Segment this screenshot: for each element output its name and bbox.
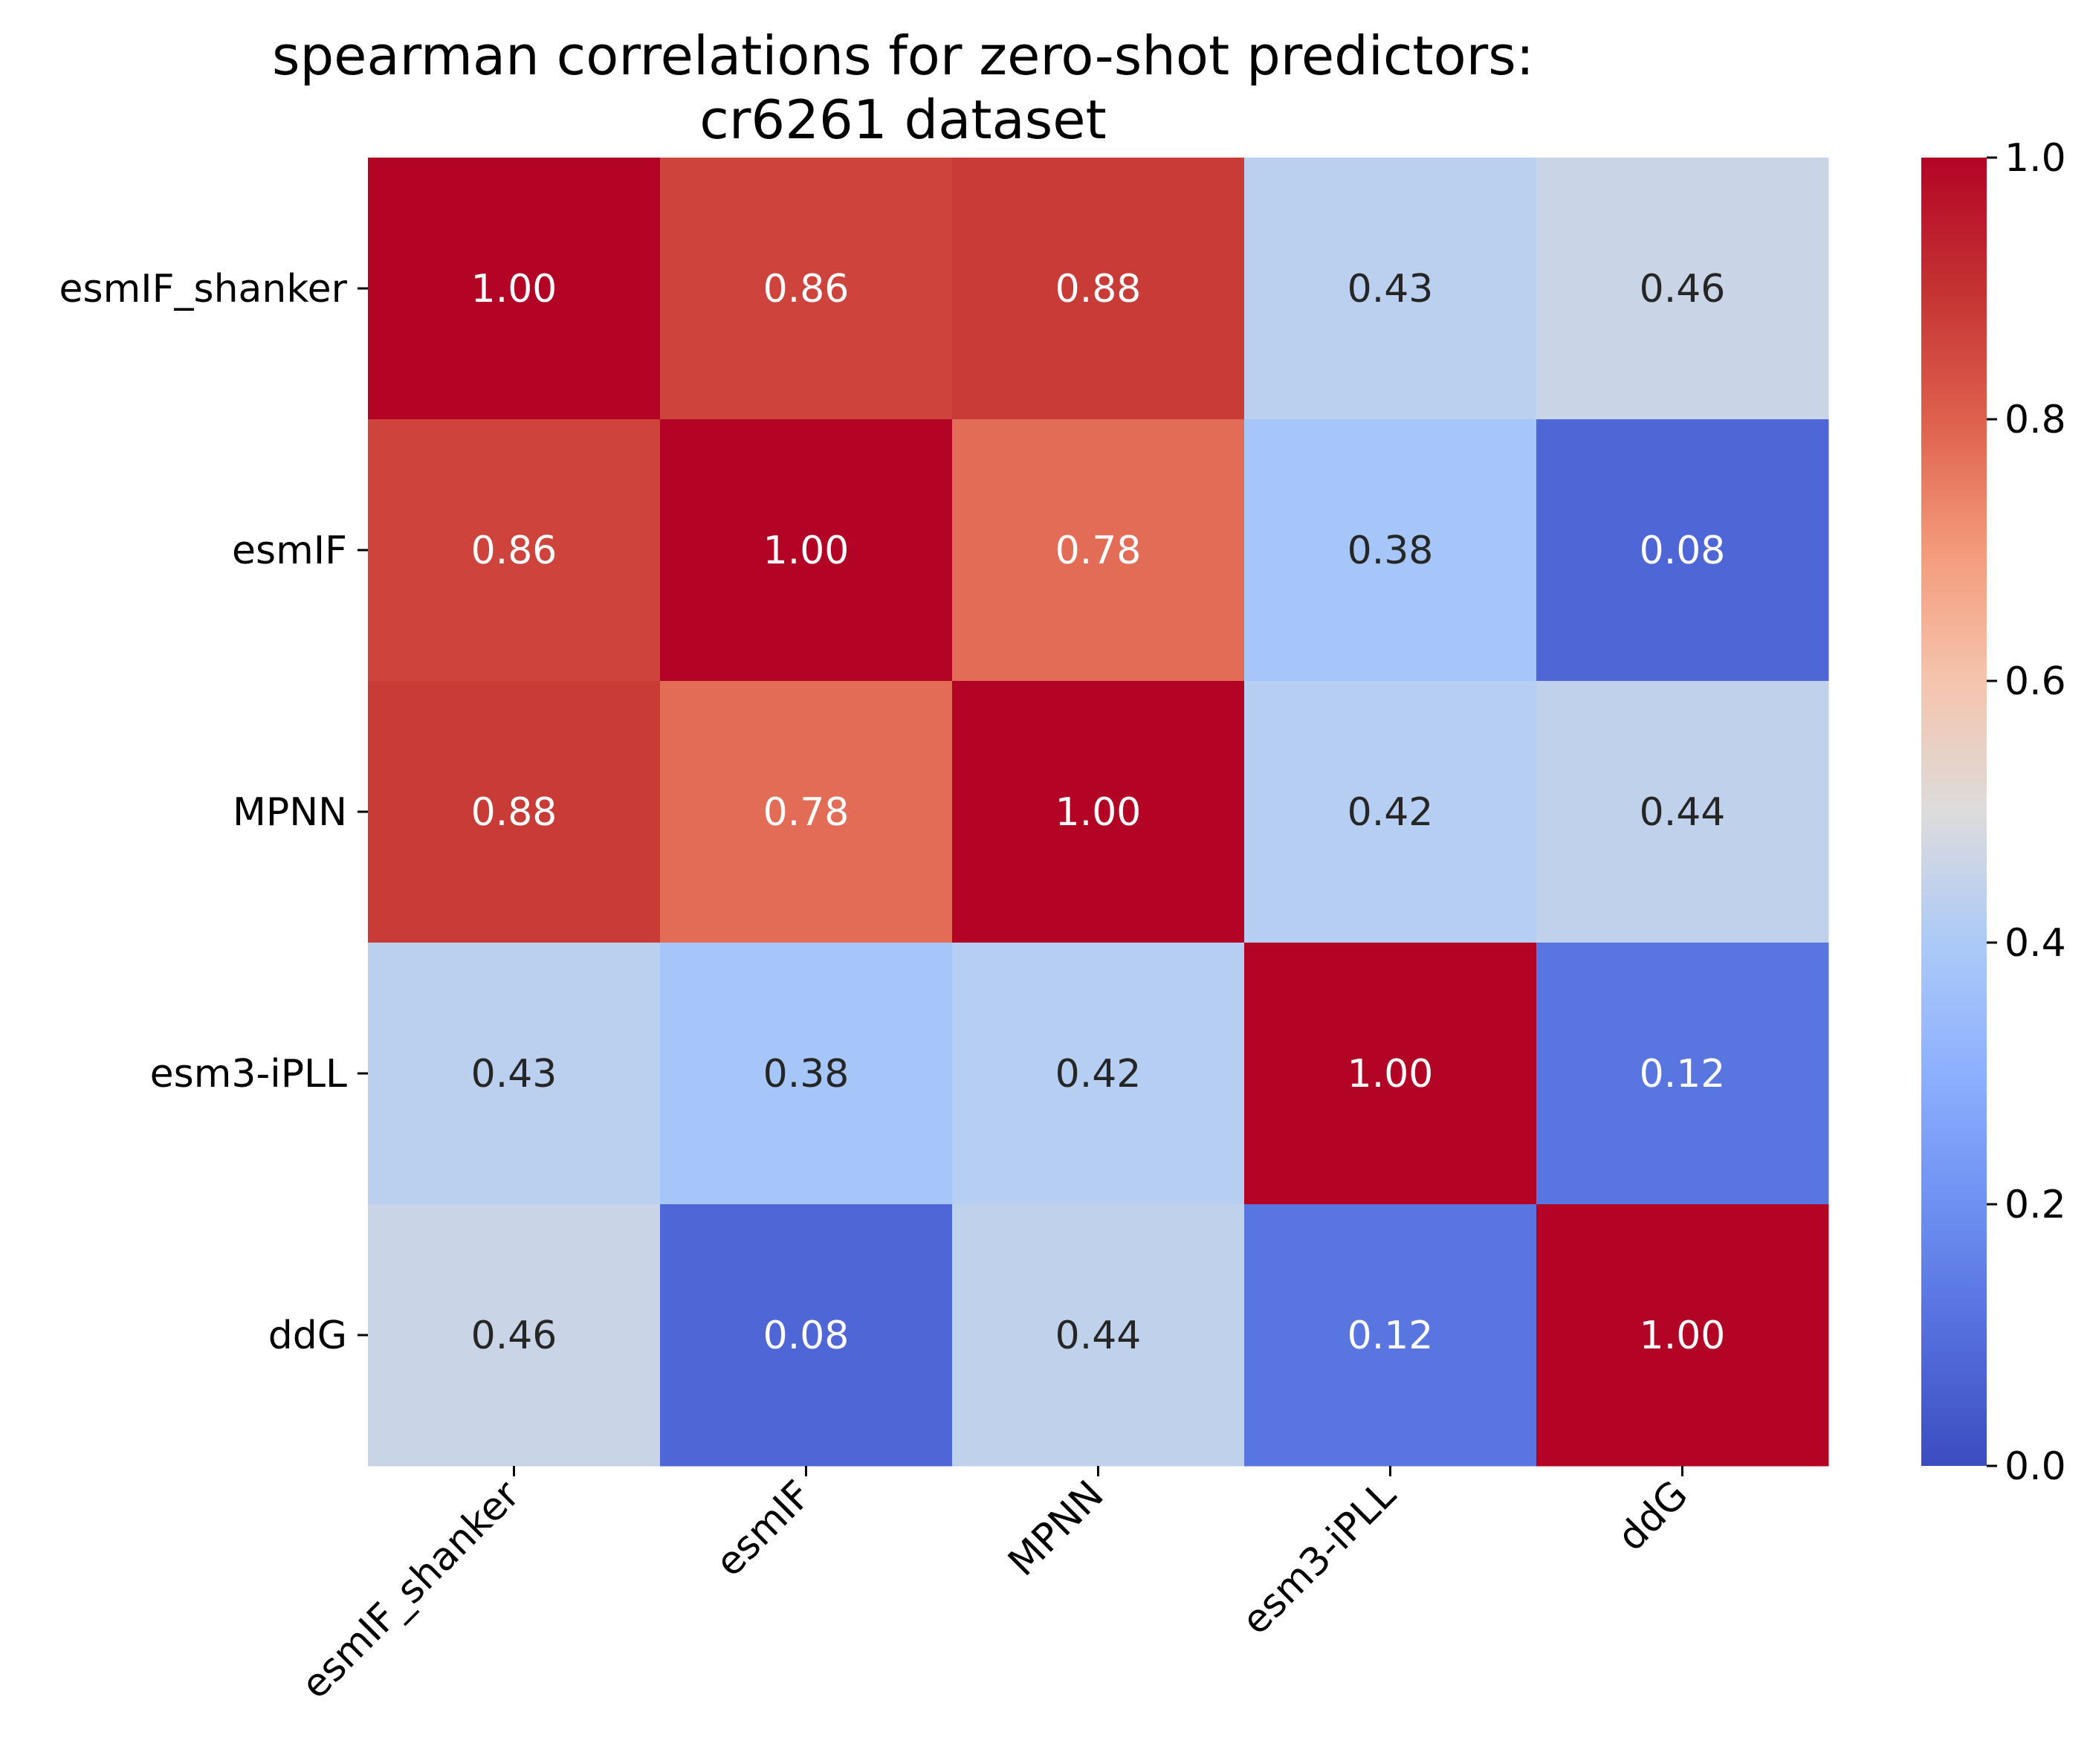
heatmap-cells <box>368 158 1829 1467</box>
cell-value-label: 1.00 <box>1348 1052 1434 1096</box>
heatmap-cell <box>368 1204 661 1467</box>
cell-value-label: 0.12 <box>1640 1052 1726 1096</box>
x-tick-label: esm3-iPLL <box>1234 1473 1405 1644</box>
cell-value-label: 0.78 <box>1055 529 1142 573</box>
cell-value-label: 0.43 <box>471 1052 557 1096</box>
cell-value-label: 0.08 <box>763 1314 850 1358</box>
heatmap-cell <box>368 158 661 420</box>
colorbar-tick-label: 0.6 <box>2005 659 2066 704</box>
cell-value-label: 0.08 <box>1640 529 1726 573</box>
x-tick-label: esmIF <box>708 1473 821 1586</box>
x-axis: esmIF_shanker esmIF MPNN esm3-iPLL ddG <box>293 1466 1697 1708</box>
y-tick-label: esmIF <box>232 529 347 573</box>
cell-value-label: 0.42 <box>1055 1052 1142 1096</box>
y-tick-label: ddG <box>268 1314 347 1358</box>
cell-value-label: 1.00 <box>471 267 557 311</box>
heatmap-cell <box>368 943 661 1205</box>
cell-value-label: 0.38 <box>763 1052 850 1096</box>
heatmap-cell <box>1536 158 1829 420</box>
y-axis: esmIF_shanker esmIF MPNN esm3-iPLL ddG <box>59 267 368 1358</box>
cell-value-label: 0.46 <box>1640 267 1726 311</box>
heatmap-cell <box>952 158 1245 420</box>
cell-value-label: 0.43 <box>1348 267 1434 311</box>
chart-title-line-2: cr6261 dataset <box>699 88 1107 151</box>
x-tick-label: ddG <box>1609 1473 1697 1560</box>
heatmap-cell <box>1244 681 1537 943</box>
cell-value-label: 0.44 <box>1640 790 1726 835</box>
colorbar-tick-label: 0.8 <box>2005 398 2066 442</box>
cell-value-label: 0.86 <box>763 267 850 311</box>
heatmap-cell <box>660 1204 953 1467</box>
cell-value-label: 1.00 <box>1055 790 1142 835</box>
cell-value-label: 1.00 <box>1640 1314 1726 1358</box>
heatmap-cell <box>660 158 953 420</box>
cell-value-label: 0.86 <box>471 529 557 573</box>
cell-value-label: 0.12 <box>1348 1314 1434 1358</box>
cell-value-label: 0.44 <box>1055 1314 1142 1358</box>
heatmap-cell <box>1536 681 1829 943</box>
cell-annotations: 1.00 0.86 0.88 0.43 0.46 0.86 1.00 0.78 0.38 0.08… <box>471 267 1726 1358</box>
colorbar-tick-label: 0.4 <box>2005 921 2066 966</box>
heatmap-cell <box>1244 943 1537 1205</box>
heatmap-cell <box>952 1204 1245 1467</box>
heatmap-cell <box>660 681 953 943</box>
chart-title-line-1: spearman correlations for zero-shot pred… <box>272 25 1534 87</box>
cell-value-label: 0.78 <box>763 790 850 835</box>
heatmap-cell <box>1244 1204 1537 1467</box>
heatmap-cell <box>1536 943 1829 1205</box>
heatmap-cell <box>368 681 661 943</box>
heatmap-cell <box>952 681 1245 943</box>
y-tick-label: esmIF_shanker <box>59 267 348 311</box>
cell-value-label: 0.88 <box>471 790 557 835</box>
y-tick-label: esm3-iPLL <box>150 1052 347 1096</box>
colorbar-gradient <box>1921 158 1987 1466</box>
cell-value-label: 0.88 <box>1055 267 1142 311</box>
cell-value-label: 1.00 <box>763 529 850 573</box>
heatmap-cell <box>1536 419 1829 682</box>
cell-value-label: 0.38 <box>1348 529 1434 573</box>
heatmap-cell <box>660 419 953 682</box>
heatmap-cell <box>952 943 1245 1205</box>
x-tick-label: MPNN <box>1000 1473 1112 1585</box>
heatmap-cell <box>1244 419 1537 682</box>
colorbar-tick-label: 0.0 <box>2005 1444 2066 1489</box>
heatmap-cell <box>952 419 1245 682</box>
cell-value-label: 0.46 <box>471 1314 557 1358</box>
cell-value-label: 0.42 <box>1348 790 1434 835</box>
x-tick-label: esmIF_shanker <box>293 1472 528 1708</box>
colorbar: 0.0 0.2 0.4 0.6 0.8 1.0 <box>1921 136 2066 1489</box>
heatmap-cell <box>368 419 661 682</box>
colorbar-tick-label: 1.0 <box>2005 136 2066 181</box>
y-tick-label: MPNN <box>233 790 347 835</box>
heatmap-cell <box>1244 158 1537 420</box>
heatmap-cell <box>660 943 953 1205</box>
colorbar-tick-label: 0.2 <box>2005 1183 2066 1227</box>
heatmap-cell <box>1536 1204 1829 1467</box>
